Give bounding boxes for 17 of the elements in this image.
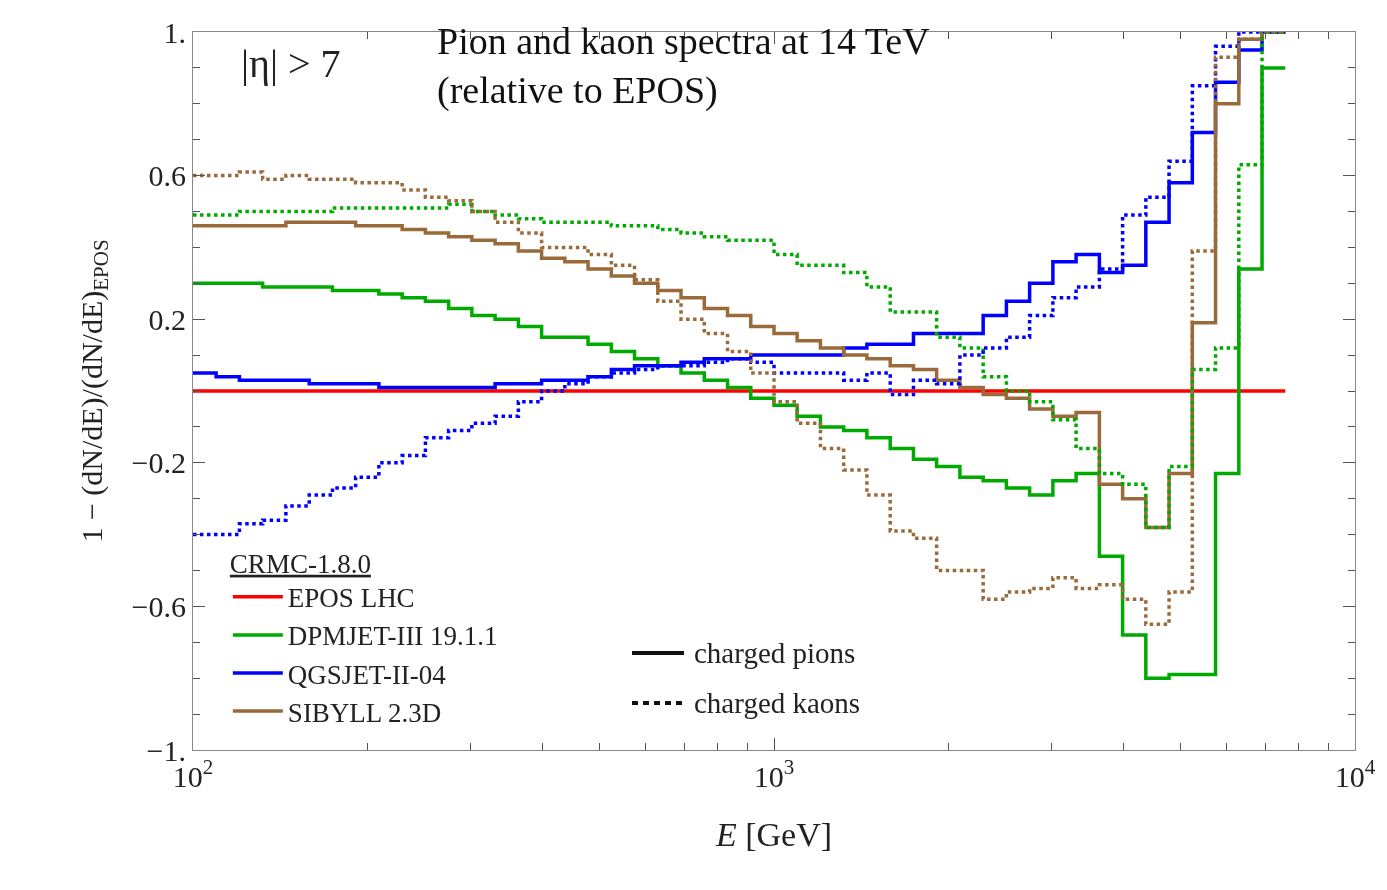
x-tick-label: 10$^{3}$ [753, 755, 795, 793]
y-tick-label: −0.6 [131, 589, 186, 623]
annotation: |η| > 7 [241, 41, 341, 86]
legend-label: QGSJET-II-04 [287, 659, 447, 690]
annotation: charged kaons [694, 686, 861, 720]
y-tick-label: 1. [163, 15, 186, 49]
chart-title: Pion and kaon spectra at 14 TeV (relative to EPOS) [437, 19, 931, 112]
legend-title: CRMC-1.8.0 [229, 548, 371, 579]
x-tick-label: 10$^{4}$ [1334, 755, 1376, 793]
legend-label: DPMJET-III 19.1.1 [287, 621, 498, 652]
x-axis-title: E [GeV] [714, 816, 833, 854]
y-tick-label: 0.2 [148, 302, 186, 336]
y-tick-label: −0.2 [131, 446, 186, 480]
annotation: charged pions [694, 636, 856, 670]
y-tick-label: 0.6 [148, 159, 186, 193]
legend-label: SIBYLL 2.3D [287, 697, 442, 728]
legend-label: EPOS LHC [287, 583, 415, 614]
